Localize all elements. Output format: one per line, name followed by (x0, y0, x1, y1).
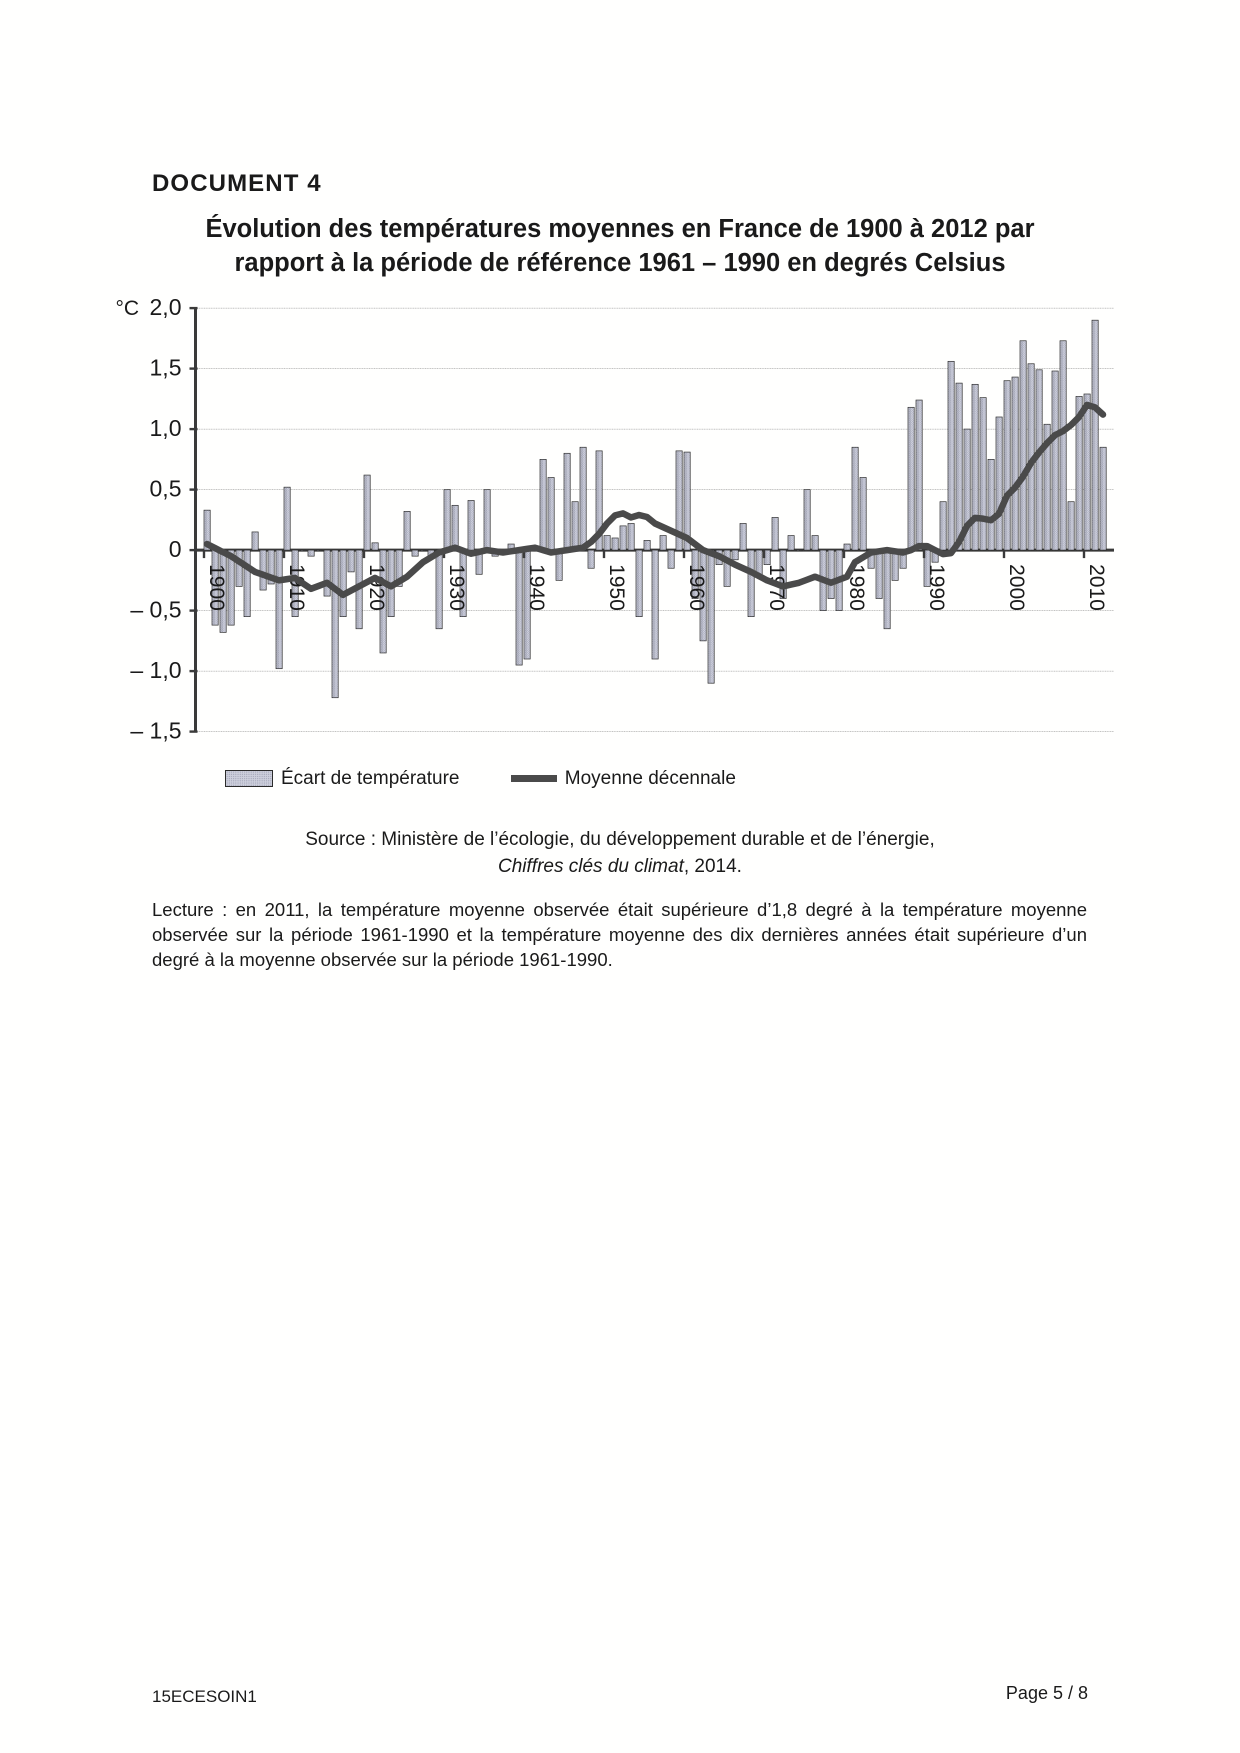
svg-text:1940: 1940 (525, 564, 548, 611)
svg-text:1960: 1960 (685, 564, 708, 611)
svg-text:0: 0 (169, 536, 182, 562)
svg-text:2000: 2000 (1005, 564, 1028, 611)
svg-text:1900: 1900 (205, 564, 228, 611)
svg-text:– 1,5: – 1,5 (130, 718, 181, 744)
svg-text:°C: °C (116, 297, 140, 320)
svg-text:1950: 1950 (605, 564, 628, 611)
svg-text:1990: 1990 (925, 564, 948, 611)
svg-text:– 1,0: – 1,0 (130, 657, 181, 683)
svg-text:– 0,5: – 0,5 (130, 597, 181, 623)
svg-text:2010: 2010 (1085, 564, 1108, 611)
svg-text:2,0: 2,0 (150, 294, 182, 320)
svg-text:1,5: 1,5 (150, 355, 182, 381)
svg-text:1920: 1920 (365, 564, 388, 611)
svg-text:0,5: 0,5 (150, 476, 182, 502)
svg-text:1,0: 1,0 (150, 415, 182, 441)
svg-text:1930: 1930 (445, 564, 468, 611)
